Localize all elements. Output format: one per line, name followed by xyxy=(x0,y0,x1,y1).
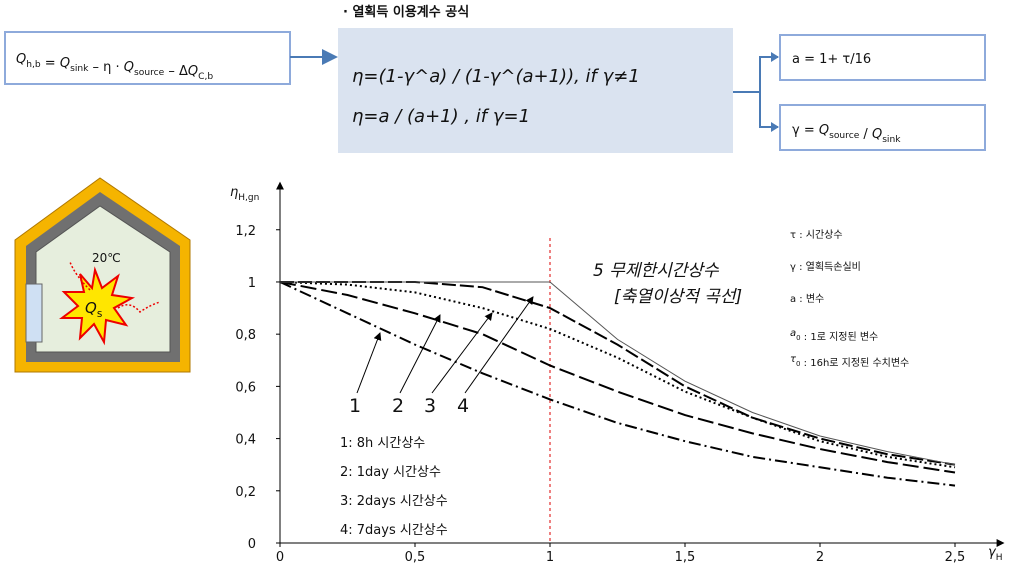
note: τ0 : 16h로 지정된 수치변수 xyxy=(790,354,909,369)
formula-box xyxy=(338,28,733,153)
legend-entry: 2: 1day 시간상수 xyxy=(340,465,441,480)
y-tick-label: 0,2 xyxy=(235,485,256,500)
text-run: / xyxy=(859,127,872,142)
symbol: Q xyxy=(819,123,829,138)
curve-label: [축열이상적 곡선] xyxy=(614,287,742,307)
curve-pointer xyxy=(432,313,492,393)
curve-pointer xyxy=(465,297,533,393)
y-tick-label: 1,2 xyxy=(235,224,256,239)
curve-label: 2 xyxy=(392,395,404,417)
subscript: source xyxy=(134,68,165,78)
symbol: Q xyxy=(188,64,198,79)
symbol: Q xyxy=(124,60,134,75)
note: τ : 시간상수 xyxy=(790,229,843,241)
formula-line: η=a / (a+1) , if γ=1 xyxy=(352,106,530,127)
subscript: C,b xyxy=(198,72,213,82)
curve-pointer xyxy=(357,333,380,393)
text-run: γ = xyxy=(792,123,819,138)
y-tick-label: 0,6 xyxy=(235,380,256,395)
note: γ : 열획득손실비 xyxy=(790,261,861,273)
symbol: Q xyxy=(16,52,26,67)
curve-pointer xyxy=(400,315,440,393)
formula-line: η=(1-γ^a) / (1-γ^(a+1)), if γ≠1 xyxy=(352,66,640,87)
page: Qh,b = Qsink – η · Qsource – ΔQC,b · 열획득… xyxy=(0,0,1009,574)
x-tick-label: 1 xyxy=(546,550,554,565)
subscript: H xyxy=(996,553,1003,563)
text-run: = xyxy=(41,56,60,71)
symbol: η xyxy=(230,185,238,200)
curve-label: 4 xyxy=(457,395,469,417)
window xyxy=(26,284,42,342)
symbol: Q xyxy=(60,56,70,71)
x-tick-label: 2,5 xyxy=(945,550,966,565)
subscript: source xyxy=(829,131,860,141)
subscript: s xyxy=(97,308,102,320)
text-run: – η · xyxy=(88,60,123,75)
curve-label: 3 xyxy=(424,395,436,417)
y-tick-label: 0 xyxy=(248,537,256,552)
x-tick-label: 2 xyxy=(816,550,824,565)
arrow xyxy=(733,57,778,127)
formula-title: · 열획득 이용계수 공식 xyxy=(343,4,469,20)
y-tick-label: 0,8 xyxy=(235,328,256,343)
subscript: sink xyxy=(70,64,89,74)
legend-entry: 3: 2days 시간상수 xyxy=(340,494,448,509)
symbol: Q xyxy=(872,127,882,142)
text-run: – Δ xyxy=(164,64,188,79)
subscript: sink xyxy=(882,135,901,145)
y-tick-label: 0,4 xyxy=(235,433,256,448)
x-tick-label: 1,5 xyxy=(675,550,696,565)
text-run: : 1로 지정된 변수 xyxy=(801,331,879,343)
text-run: a : 변수 xyxy=(790,293,824,305)
formula-a: a = 1+ τ/16 xyxy=(792,52,871,67)
curve-label: 1 xyxy=(349,395,361,417)
x-axis-label: γH xyxy=(988,545,1002,563)
text-run: : 16h로 지정된 수치변수 xyxy=(801,357,910,369)
legend-entry: 1: 8h 시간상수 xyxy=(340,436,425,451)
note: a : 변수 xyxy=(790,293,824,305)
legend-entry: 4: 7days 시간상수 xyxy=(340,523,448,538)
text-run: τ : 시간상수 xyxy=(790,229,843,241)
subscript: H,gn xyxy=(238,193,259,203)
y-axis-label: ηH,gn xyxy=(230,185,259,203)
subscript: h,b xyxy=(26,60,41,70)
y-tick-label: 1 xyxy=(248,276,256,291)
curve-label: 5 무제한시간상수 xyxy=(593,261,720,281)
x-tick-label: 0 xyxy=(276,550,284,565)
symbol: Q xyxy=(85,299,97,317)
text-run: γ : 열획득손실비 xyxy=(790,261,861,273)
note: a0 : 1로 지정된 변수 xyxy=(790,328,878,343)
arrow-head xyxy=(771,52,779,132)
x-tick-label: 0,5 xyxy=(405,550,426,565)
temperature: 20℃ xyxy=(92,251,121,265)
